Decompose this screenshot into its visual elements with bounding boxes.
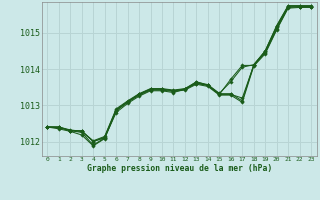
X-axis label: Graphe pression niveau de la mer (hPa): Graphe pression niveau de la mer (hPa): [87, 164, 272, 173]
